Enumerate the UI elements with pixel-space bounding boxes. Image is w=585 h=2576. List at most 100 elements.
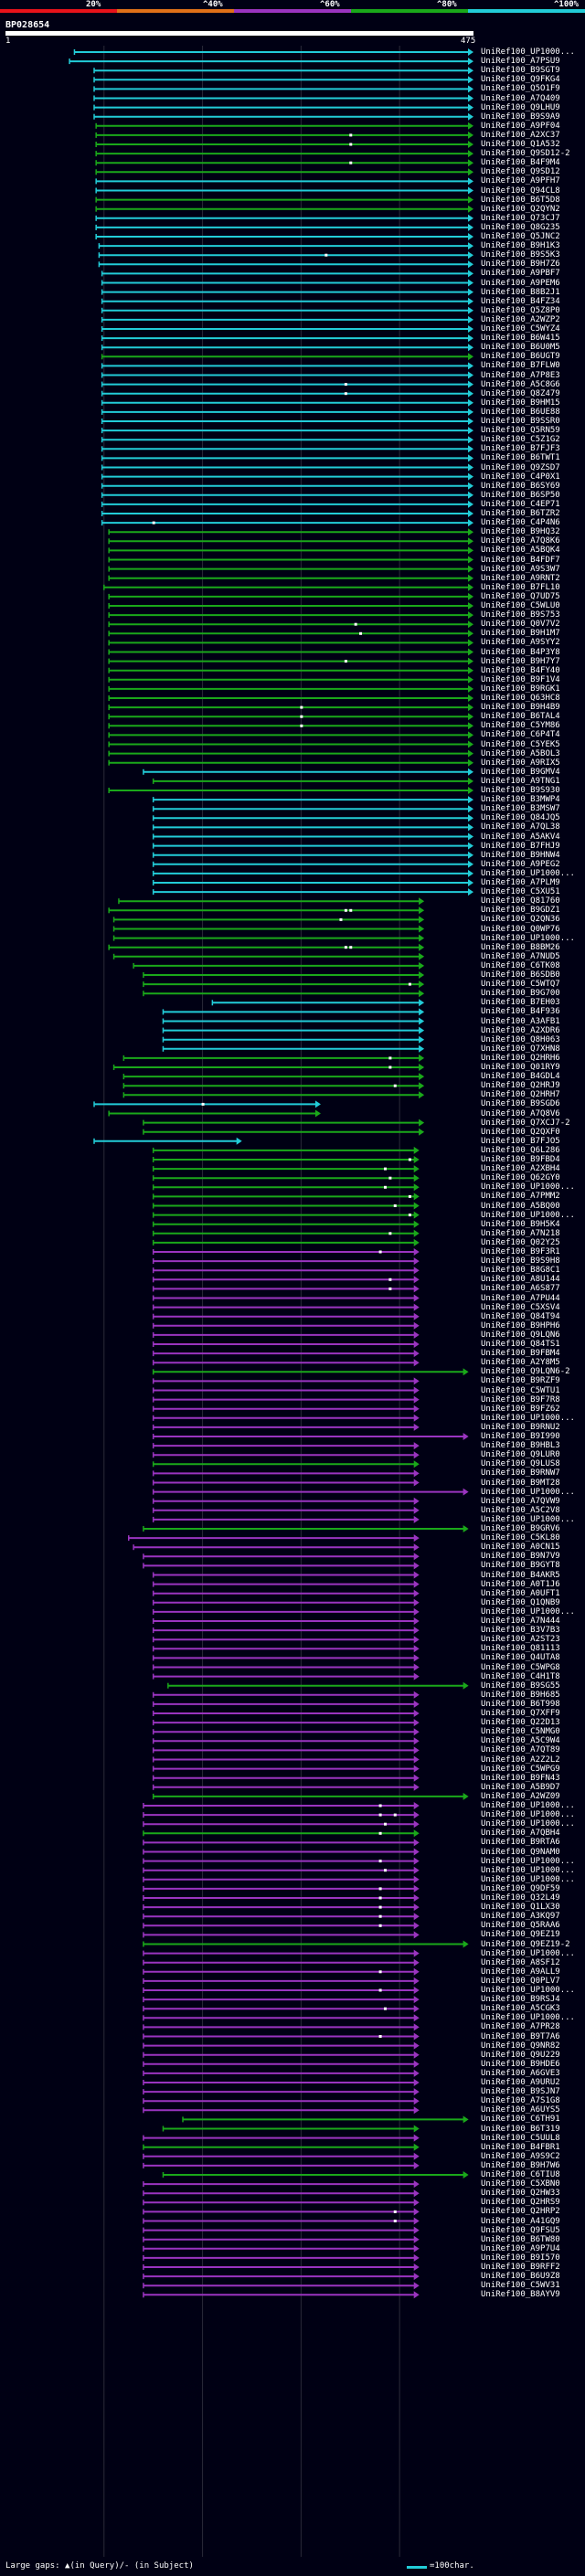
hit-label[interactable]: UniRef100_A9ALL9: [481, 1966, 560, 1977]
hit-label[interactable]: UniRef100_UP1000...: [481, 1865, 575, 1875]
hit-label[interactable]: UniRef100_Q81113: [481, 1644, 560, 1654]
hit-label[interactable]: UniRef100_Q4UTA8: [481, 1653, 560, 1663]
hit-label[interactable]: UniRef100_UP1000...: [481, 2013, 575, 2023]
hit-label[interactable]: UniRef100_A2ST23: [481, 1635, 560, 1645]
hit-label[interactable]: UniRef100_A3KQ97: [481, 1912, 560, 1922]
hit-label[interactable]: UniRef100_A5AKV4: [481, 832, 560, 842]
hit-label[interactable]: UniRef100_Q9LQN6: [481, 1330, 560, 1340]
hit-label[interactable]: UniRef100_B9H7Y7: [481, 656, 560, 666]
hit-label[interactable]: UniRef100_Q7XHN8: [481, 1044, 560, 1054]
hit-label[interactable]: UniRef100_B8G8C1: [481, 1266, 560, 1276]
hit-label[interactable]: UniRef100_Q9SD12-2: [481, 149, 570, 159]
hit-label[interactable]: UniRef100_Q9SD12: [481, 167, 560, 177]
hit-label[interactable]: UniRef100_B9H1M7: [481, 629, 560, 639]
hit-label[interactable]: UniRef100_A9RIX5: [481, 758, 560, 768]
hit-label[interactable]: UniRef100_B6TW80: [481, 2234, 560, 2244]
hit-label[interactable]: UniRef100_B7FL10: [481, 582, 560, 592]
hit-label[interactable]: UniRef100_B9FZ62: [481, 1404, 560, 1414]
hit-label[interactable]: UniRef100_Q5O1F9: [481, 84, 560, 94]
hit-label[interactable]: UniRef100_B7FJO5: [481, 1136, 560, 1146]
hit-label[interactable]: UniRef100_A7PU44: [481, 1293, 560, 1303]
hit-label[interactable]: UniRef100_A7QT89: [481, 1745, 560, 1755]
hit-label[interactable]: UniRef100_B4F9M4: [481, 158, 560, 168]
hit-label[interactable]: UniRef100_B6T998: [481, 1699, 560, 1709]
hit-label[interactable]: UniRef100_Q9DF59: [481, 1883, 560, 1893]
hit-label[interactable]: UniRef100_A6S877: [481, 1284, 560, 1294]
hit-label[interactable]: UniRef100_A7QBH4: [481, 1829, 560, 1839]
hit-label[interactable]: UniRef100_A2XC37: [481, 130, 560, 140]
hit-label[interactable]: UniRef100_B9FN43: [481, 1773, 560, 1783]
hit-label[interactable]: UniRef100_B9SSR0: [481, 417, 560, 426]
hit-label[interactable]: UniRef100_C5KL80: [481, 1533, 560, 1543]
hit-label[interactable]: UniRef100_Q84T94: [481, 1311, 560, 1321]
hit-label[interactable]: UniRef100_B9RTA6: [481, 1838, 560, 1848]
hit-label[interactable]: UniRef100_UP1000...: [481, 1819, 575, 1829]
hit-label[interactable]: UniRef100_C5WPG8: [481, 1662, 560, 1672]
hit-label[interactable]: UniRef100_Q1A532: [481, 140, 560, 149]
hit-label[interactable]: UniRef100_B7EH03: [481, 998, 560, 1008]
hit-label[interactable]: UniRef100_B7FLW0: [481, 361, 560, 371]
hit-label[interactable]: UniRef100_UP1000...: [481, 1874, 575, 1884]
hit-label[interactable]: UniRef100_A7Q8V6: [481, 1108, 560, 1118]
hit-label[interactable]: UniRef100_Q94CL8: [481, 186, 560, 196]
hit-label[interactable]: UniRef100_B9S753: [481, 610, 560, 620]
hit-label[interactable]: UniRef100_B9RZF9: [481, 1376, 560, 1386]
hit-label[interactable]: UniRef100_B4GDL4: [481, 1072, 560, 1082]
hit-label[interactable]: UniRef100_B6TZR2: [481, 509, 560, 518]
hit-label[interactable]: UniRef100_A6GVE3: [481, 2068, 560, 2078]
hit-label[interactable]: UniRef100_Q8H063: [481, 1034, 560, 1044]
hit-label[interactable]: UniRef100_A5C8G6: [481, 379, 560, 389]
hit-label[interactable]: UniRef100_A0CN15: [481, 1542, 560, 1553]
hit-label[interactable]: UniRef100_A9TNG1: [481, 776, 560, 786]
hit-label[interactable]: UniRef100_B7FJF3: [481, 444, 560, 454]
hit-label[interactable]: UniRef100_A7QVW9: [481, 1496, 560, 1506]
hit-label[interactable]: UniRef100_Q8Z479: [481, 388, 560, 398]
hit-label[interactable]: UniRef100_C6TH91: [481, 2115, 560, 2125]
hit-label[interactable]: UniRef100_B9S930: [481, 786, 560, 795]
hit-label[interactable]: UniRef100_B9HNW4: [481, 850, 560, 860]
hit-label[interactable]: UniRef100_C5WTU1: [481, 1385, 560, 1395]
hit-label[interactable]: UniRef100_Q01RY9: [481, 1063, 560, 1072]
hit-label[interactable]: UniRef100_A7N444: [481, 1617, 560, 1626]
hit-label[interactable]: UniRef100_Q2QXF0: [481, 1127, 560, 1137]
hit-label[interactable]: UniRef100_B4P3Y8: [481, 647, 560, 657]
hit-label[interactable]: UniRef100_A7S1G8: [481, 2096, 560, 2106]
hit-label[interactable]: UniRef100_Q2HW33: [481, 2189, 560, 2199]
hit-label[interactable]: UniRef100_C5WPG9: [481, 1764, 560, 1774]
hit-label[interactable]: UniRef100_B9GDZ1: [481, 906, 560, 916]
hit-label[interactable]: UniRef100_Q5RN59: [481, 426, 560, 436]
hit-label[interactable]: UniRef100_Q84JQ5: [481, 813, 560, 823]
hit-label[interactable]: UniRef100_B6SY69: [481, 481, 560, 491]
hit-label[interactable]: UniRef100_B9GRV6: [481, 1524, 560, 1533]
hit-label[interactable]: UniRef100_A7PR28: [481, 2022, 560, 2032]
hit-label[interactable]: UniRef100_B9S9H8: [481, 1256, 560, 1267]
hit-label[interactable]: UniRef100_B9I990: [481, 1432, 560, 1441]
hit-label[interactable]: UniRef100_A7NUD5: [481, 951, 560, 961]
hit-label[interactable]: UniRef100_A5B9D7: [481, 1782, 560, 1792]
hit-label[interactable]: UniRef100_C5XBN0: [481, 2179, 560, 2189]
hit-label[interactable]: UniRef100_Q5Z8P0: [481, 305, 560, 315]
hit-label[interactable]: UniRef100_B9F7R8: [481, 1394, 560, 1405]
hit-label[interactable]: UniRef100_Q7XFF9: [481, 1709, 560, 1718]
hit-label[interactable]: UniRef100_UP1000...: [481, 1606, 575, 1617]
hit-label[interactable]: UniRef100_B9SGD6: [481, 1099, 560, 1109]
hit-label[interactable]: UniRef100_A7Q8K6: [481, 536, 560, 546]
hit-label[interactable]: UniRef100_Q9LUR0: [481, 1450, 560, 1460]
hit-label[interactable]: UniRef100_Q9U229: [481, 2050, 560, 2060]
hit-label[interactable]: UniRef100_Q22D13: [481, 1718, 560, 1728]
hit-label[interactable]: UniRef100_B9N7V9: [481, 1552, 560, 1562]
hit-label[interactable]: UniRef100_Q32L49: [481, 1893, 560, 1903]
hit-label[interactable]: UniRef100_B9RSJ4: [481, 1995, 560, 2005]
hit-label[interactable]: UniRef100_C5YM86: [481, 721, 560, 731]
hit-label[interactable]: UniRef100_B6UE88: [481, 407, 560, 417]
hit-label[interactable]: UniRef100_B9G700: [481, 989, 560, 999]
hit-label[interactable]: UniRef100_B9HBL3: [481, 1441, 560, 1451]
hit-label[interactable]: UniRef100_B9S5K3: [481, 250, 560, 260]
hit-label[interactable]: UniRef100_B9H1K3: [481, 241, 560, 251]
hit-label[interactable]: UniRef100_Q84TS1: [481, 1340, 560, 1349]
hit-label[interactable]: UniRef100_B6W415: [481, 334, 560, 344]
hit-label[interactable]: UniRef100_B9SG55: [481, 1680, 560, 1691]
hit-label[interactable]: UniRef100_C5WTQ7: [481, 980, 560, 990]
hit-label[interactable]: UniRef100_A7Q409: [481, 93, 560, 103]
hit-label[interactable]: UniRef100_B7FHJ9: [481, 841, 560, 851]
